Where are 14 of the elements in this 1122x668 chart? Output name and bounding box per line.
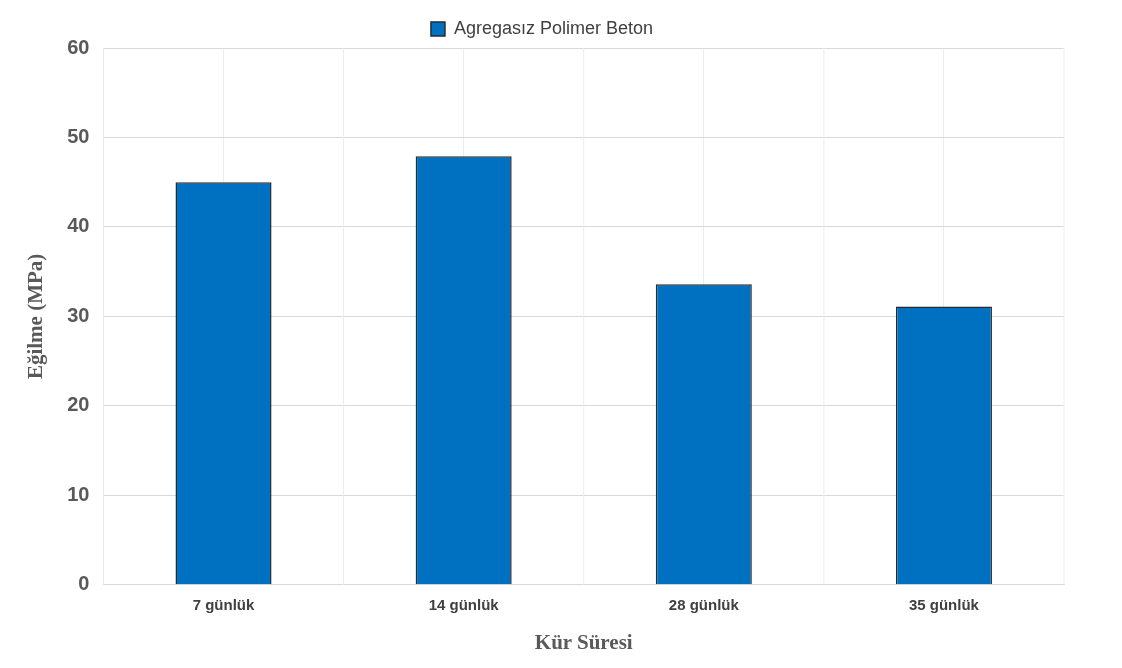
y-tick-label: 50 bbox=[67, 124, 90, 147]
y-tick-label: 0 bbox=[78, 572, 90, 595]
x-tick-label: 7 günlük bbox=[192, 595, 256, 613]
x-tick-label: 14 günlük bbox=[428, 595, 500, 613]
legend-label: Agregasız Polimer Beton bbox=[453, 17, 654, 38]
x-axis-title: Kür Süresi bbox=[534, 629, 633, 654]
x-tick-label: 35 günlük bbox=[908, 595, 980, 613]
y-tick-label: 30 bbox=[67, 303, 90, 326]
y-tick-label: 60 bbox=[67, 35, 90, 58]
x-tick-label: 28 günlük bbox=[668, 595, 740, 613]
y-tick-label: 10 bbox=[67, 482, 90, 505]
y-tick-label: 20 bbox=[67, 393, 90, 416]
y-tick-label: 40 bbox=[67, 214, 90, 237]
y-axis-title: Eğilme (MPa) bbox=[23, 253, 48, 380]
